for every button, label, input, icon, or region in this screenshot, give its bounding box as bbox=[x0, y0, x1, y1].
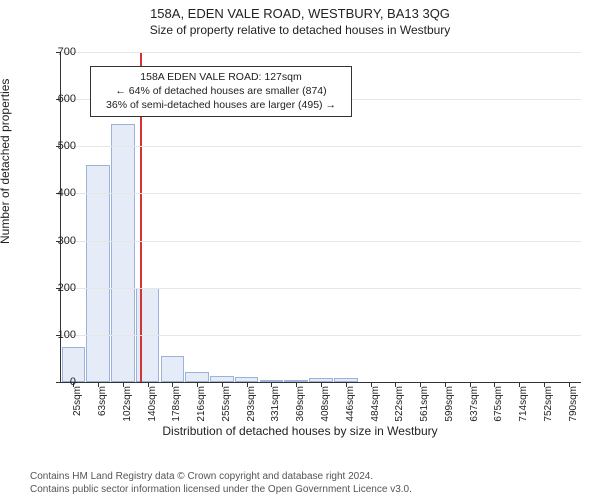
gridline bbox=[61, 146, 581, 147]
xtick-label: 637sqm bbox=[469, 386, 480, 426]
gridline bbox=[61, 335, 581, 336]
xtick-label: 714sqm bbox=[518, 386, 529, 426]
annotation-line3: 36% of semi-detached houses are larger (… bbox=[106, 99, 336, 111]
chart-subtitle: Size of property relative to detached ho… bbox=[0, 21, 600, 37]
x-axis-label: Distribution of detached houses by size … bbox=[0, 424, 600, 438]
footnote-line1: Contains HM Land Registry data © Crown c… bbox=[30, 471, 373, 482]
footnote: Contains HM Land Registry data © Crown c… bbox=[30, 470, 412, 496]
annotation-box: 158A EDEN VALE ROAD: 127sqm ← 64% of deta… bbox=[90, 66, 352, 117]
ytick-label: 100 bbox=[46, 329, 76, 341]
xtick-label: 25sqm bbox=[72, 386, 83, 426]
xtick-label: 790sqm bbox=[568, 386, 579, 426]
xtick-label: 599sqm bbox=[444, 386, 455, 426]
xtick-label: 522sqm bbox=[394, 386, 405, 426]
ytick-label: 300 bbox=[46, 235, 76, 247]
gridline bbox=[61, 288, 581, 289]
ytick-label: 400 bbox=[46, 187, 76, 199]
xtick-label: 408sqm bbox=[320, 386, 331, 426]
histogram-bar bbox=[86, 165, 110, 382]
histogram-bar bbox=[185, 372, 209, 382]
histogram-bar bbox=[111, 124, 135, 382]
xtick-label: 561sqm bbox=[419, 386, 430, 426]
xtick-label: 178sqm bbox=[171, 386, 182, 426]
footnote-line2: Contains public sector information licen… bbox=[30, 484, 412, 495]
annotation-line2: ← 64% of detached houses are smaller (87… bbox=[115, 85, 326, 97]
xtick-label: 63sqm bbox=[97, 386, 108, 426]
xtick-label: 752sqm bbox=[543, 386, 554, 426]
chart-title: 158A, EDEN VALE ROAD, WESTBURY, BA13 3QG bbox=[0, 0, 600, 21]
gridline bbox=[61, 52, 581, 53]
xtick-label: 675sqm bbox=[493, 386, 504, 426]
gridline bbox=[61, 241, 581, 242]
gridline bbox=[61, 193, 581, 194]
xtick-label: 293sqm bbox=[246, 386, 257, 426]
xtick-label: 216sqm bbox=[196, 386, 207, 426]
ytick-label: 600 bbox=[46, 93, 76, 105]
ytick-label: 200 bbox=[46, 282, 76, 294]
ytick-label: 500 bbox=[46, 140, 76, 152]
chart-container: Number of detached properties Distributi… bbox=[0, 44, 600, 444]
xtick-label: 140sqm bbox=[147, 386, 158, 426]
xtick-label: 255sqm bbox=[221, 386, 232, 426]
xtick-label: 446sqm bbox=[345, 386, 356, 426]
xtick-label: 102sqm bbox=[122, 386, 133, 426]
xtick-label: 369sqm bbox=[295, 386, 306, 426]
xtick-label: 331sqm bbox=[270, 386, 281, 426]
xtick-label: 484sqm bbox=[370, 386, 381, 426]
annotation-line1: 158A EDEN VALE ROAD: 127sqm bbox=[140, 71, 301, 83]
histogram-bar bbox=[161, 356, 185, 382]
y-axis-label: Number of detached properties bbox=[0, 79, 12, 244]
ytick-label: 700 bbox=[46, 46, 76, 58]
